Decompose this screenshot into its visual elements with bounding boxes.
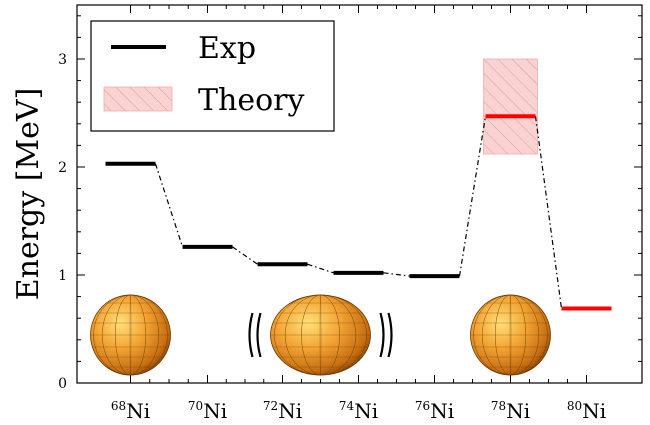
level-connector	[307, 263, 334, 274]
plot-frame	[76, 4, 643, 384]
vibration-arc	[379, 312, 385, 358]
x-tick-label: 68Ni	[111, 399, 150, 423]
spherical-nucleus-icon	[470, 294, 551, 376]
mass-number: 70	[188, 399, 203, 413]
mass-number: 78	[491, 399, 506, 413]
x-tick-label: 76Ni	[415, 399, 454, 423]
spherical-nucleus-icon	[90, 294, 171, 376]
x-tick-label: 72Ni	[263, 399, 302, 423]
y-tick-label: 1	[58, 268, 67, 284]
x-tick-label: 80Ni	[567, 399, 606, 423]
vibration-arc	[248, 312, 254, 358]
mass-number: 68	[111, 399, 126, 413]
legend-theory-hatch	[104, 87, 172, 111]
element-symbol: Ni	[354, 399, 378, 423]
theory-band-hatch	[483, 59, 538, 155]
y-tick-label: 0	[58, 376, 67, 392]
level-connector	[154, 163, 184, 248]
level-connector	[232, 246, 258, 265]
legend: Exp Theory	[90, 20, 335, 132]
element-symbol: Ni	[278, 399, 302, 423]
mass-number: 80	[567, 399, 582, 413]
element-symbol: Ni	[582, 399, 606, 423]
deformed-vibrating-nucleus-icon	[248, 294, 393, 376]
legend-box	[90, 20, 335, 132]
mass-number: 72	[263, 399, 278, 413]
mass-number: 74	[339, 399, 355, 413]
legend-theory-label: Theory	[198, 83, 304, 118]
element-symbol: Ni	[126, 399, 150, 423]
x-tick-label: 78Ni	[491, 399, 530, 423]
element-symbol: Ni	[506, 399, 530, 423]
x-tick-label: 70Ni	[188, 399, 227, 423]
level-connector	[458, 116, 487, 277]
level-connector	[383, 272, 410, 277]
y-tick-label: 3	[58, 52, 67, 68]
element-symbol: Ni	[430, 399, 454, 423]
element-symbol: Ni	[203, 399, 227, 423]
level-layer	[105, 114, 612, 311]
vibration-arc	[387, 312, 393, 358]
x-tick-label: 74Ni	[339, 399, 378, 423]
theory-band-layer	[483, 58, 538, 155]
legend-exp-label: Exp	[198, 31, 256, 66]
level-connector	[534, 116, 563, 309]
nucleus-icons	[90, 294, 551, 376]
y-axis-title: Energy [MeV]	[11, 88, 46, 301]
mass-number: 76	[415, 399, 430, 413]
connector-layer	[154, 116, 563, 309]
y-tick-label: 2	[58, 160, 67, 176]
vibration-arc	[256, 312, 262, 358]
